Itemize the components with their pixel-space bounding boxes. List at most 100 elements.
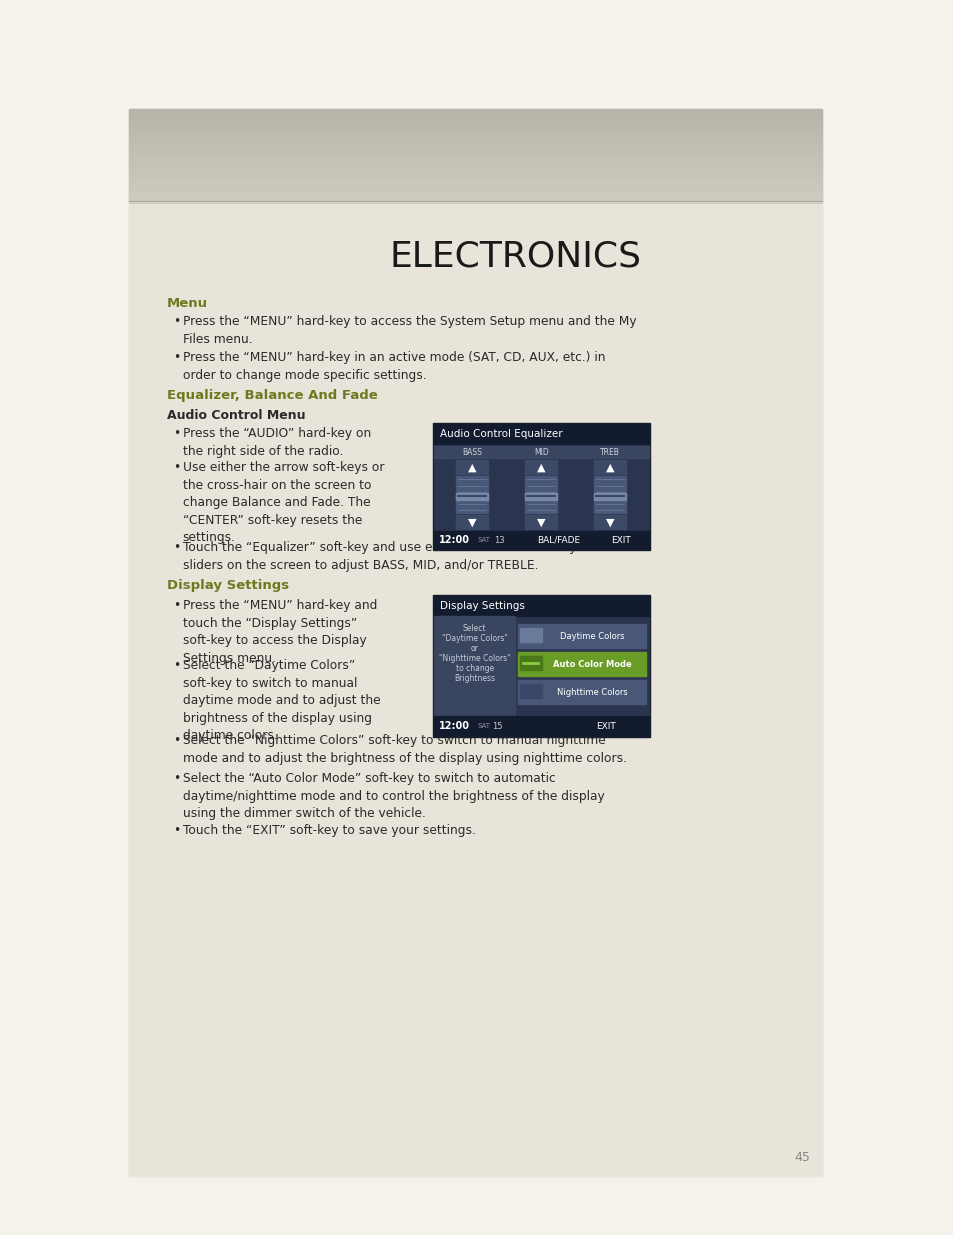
Bar <box>129 138 821 142</box>
Text: ▲: ▲ <box>537 462 545 472</box>
Text: Touch the “EXIT” soft-key to save your settings.: Touch the “EXIT” soft-key to save your s… <box>183 824 476 837</box>
Text: •: • <box>172 541 180 555</box>
Text: Audio Control Equalizer: Audio Control Equalizer <box>439 430 562 440</box>
Text: Touch the “Equalizer” soft-key and use either the arrow soft-keys or the
sliders: Touch the “Equalizer” soft-key and use e… <box>183 541 622 572</box>
Bar <box>129 135 821 137</box>
Text: Select the “Nighttime Colors” soft-key to switch to manual nighttime
mode and to: Select the “Nighttime Colors” soft-key t… <box>183 735 626 764</box>
Bar <box>434 531 648 550</box>
Bar <box>129 132 821 135</box>
Bar <box>129 193 821 195</box>
Bar <box>129 156 821 158</box>
FancyArrowPatch shape <box>471 467 474 471</box>
Bar <box>129 111 821 114</box>
Bar <box>456 477 488 514</box>
Bar <box>129 178 821 182</box>
Text: Nighttime Colors: Nighttime Colors <box>557 688 627 697</box>
FancyArrowPatch shape <box>539 467 542 471</box>
Bar <box>129 146 821 148</box>
Bar <box>520 629 542 642</box>
Text: SAT: SAT <box>477 537 490 543</box>
Text: "Daytime Colors": "Daytime Colors" <box>441 635 507 643</box>
Bar <box>434 425 648 550</box>
Bar <box>434 597 648 616</box>
Bar <box>129 175 821 179</box>
Bar <box>525 461 557 474</box>
Bar <box>456 515 488 530</box>
Text: •: • <box>172 315 180 329</box>
Text: EXIT: EXIT <box>610 536 630 545</box>
Text: 12:00: 12:00 <box>438 721 469 731</box>
Bar <box>129 143 821 146</box>
Text: BAL/FADE: BAL/FADE <box>537 536 579 545</box>
Bar <box>129 157 821 161</box>
Text: ▼: ▼ <box>537 517 545 527</box>
Text: ▼: ▼ <box>468 517 476 527</box>
Text: •: • <box>172 427 180 441</box>
Text: Audio Control Menu: Audio Control Menu <box>167 409 305 422</box>
Text: •: • <box>172 735 180 747</box>
Bar <box>456 493 488 500</box>
Bar <box>129 180 821 183</box>
Bar <box>129 125 821 127</box>
Text: Menu: Menu <box>167 298 208 310</box>
Bar <box>594 493 625 500</box>
Bar <box>433 424 649 551</box>
Text: ▼: ▼ <box>605 517 614 527</box>
Text: ELECTRONICS: ELECTRONICS <box>389 240 641 273</box>
Bar <box>129 196 821 200</box>
Text: ▲: ▲ <box>468 462 476 472</box>
Bar <box>525 515 557 530</box>
Text: Use either the arrow soft-keys or
the cross-hair on the screen to
change Balance: Use either the arrow soft-keys or the cr… <box>183 462 384 545</box>
Bar <box>517 625 645 648</box>
Bar <box>129 141 821 144</box>
Text: 12:00: 12:00 <box>438 535 469 546</box>
Bar <box>129 130 821 132</box>
Bar <box>129 194 821 198</box>
Text: Press the “AUDIO” hard-key on
the right side of the radio.: Press the “AUDIO” hard-key on the right … <box>183 427 371 458</box>
Bar <box>129 173 821 177</box>
Bar <box>129 120 821 124</box>
Text: ▲: ▲ <box>605 462 614 472</box>
Bar <box>129 109 821 1176</box>
Bar <box>129 148 821 151</box>
Text: MID: MID <box>534 448 548 457</box>
Bar <box>433 595 649 737</box>
Bar <box>129 185 821 188</box>
Text: •: • <box>172 824 180 837</box>
Bar <box>434 597 648 736</box>
Bar <box>129 169 821 172</box>
Text: or: or <box>470 645 478 653</box>
Text: 45: 45 <box>794 1151 809 1165</box>
Text: TREB: TREB <box>599 448 619 457</box>
Bar <box>525 477 557 514</box>
Text: •: • <box>172 462 180 474</box>
Bar <box>594 461 625 474</box>
Text: "Nighttime Colors": "Nighttime Colors" <box>438 655 510 663</box>
Text: Brightness: Brightness <box>454 674 495 683</box>
Text: •: • <box>172 599 180 613</box>
Bar <box>594 515 625 530</box>
Bar <box>129 116 821 119</box>
Bar <box>129 190 821 193</box>
Bar <box>129 109 821 111</box>
Text: Select the “Auto Color Mode” soft-key to switch to automatic
daytime/nighttime m: Select the “Auto Color Mode” soft-key to… <box>183 772 604 820</box>
Text: Press the “MENU” hard-key to access the System Setup menu and the My
Files menu.: Press the “MENU” hard-key to access the … <box>183 315 636 346</box>
Bar <box>129 183 821 185</box>
Bar <box>129 162 821 164</box>
Text: Auto Color Mode: Auto Color Mode <box>552 659 631 669</box>
Text: Select: Select <box>462 625 486 634</box>
Text: •: • <box>172 351 180 364</box>
Bar <box>129 201 821 1176</box>
Bar <box>434 616 515 716</box>
Bar <box>129 114 821 116</box>
Bar <box>129 153 821 156</box>
FancyArrowPatch shape <box>608 467 611 471</box>
Text: 15: 15 <box>492 721 502 731</box>
Text: Press the “MENU” hard-key in an active mode (SAT, CD, AUX, etc.) in
order to cha: Press the “MENU” hard-key in an active m… <box>183 351 604 382</box>
Text: •: • <box>172 659 180 672</box>
Text: Equalizer, Balance And Fade: Equalizer, Balance And Fade <box>167 389 377 403</box>
Bar <box>517 652 645 677</box>
Bar <box>520 684 542 698</box>
Text: Daytime Colors: Daytime Colors <box>559 632 624 641</box>
Text: Press the “MENU” hard-key and
touch the “Display Settings”
soft-key to access th: Press the “MENU” hard-key and touch the … <box>183 599 376 664</box>
